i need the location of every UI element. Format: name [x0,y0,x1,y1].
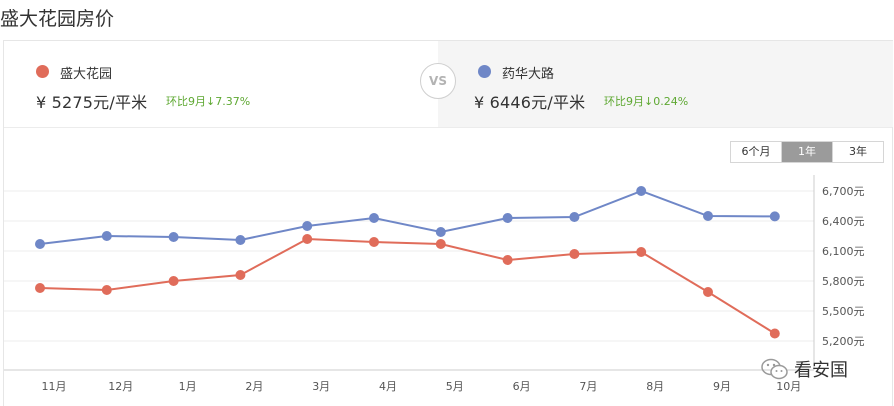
x-tick-label: 12月 [108,380,133,393]
series-point-2 [35,239,45,249]
range-tab-3y[interactable]: 3年 [832,142,883,162]
page-title: 盛大花园房价 [0,8,115,30]
watermark-text: 看安国 [794,360,848,381]
series-line-1 [39,237,776,335]
series-point-1 [769,328,780,339]
series-point-1 [435,239,446,249]
y-tick-label: 6,100元 [822,245,865,258]
divider [4,127,892,128]
left-estate-change: 环比9月↓7.37% [166,95,251,108]
y-tick-label: 5,500元 [822,305,865,318]
series-point-1 [101,285,112,295]
series-point-2 [302,221,313,231]
range-tabs: 6个月 1年 3年 [730,141,884,163]
series-point-1 [168,276,179,286]
left-series-dot [36,65,49,78]
series-point-1 [35,283,45,293]
right-estate-price: ¥ 6446元/平米 [474,93,586,112]
series-line-2 [39,189,775,245]
x-tick-label: 9月 [713,380,731,393]
series-point-2 [636,186,647,196]
series-point-1 [636,247,647,257]
right-estate-change: 环比9月↓0.24% [604,95,689,108]
x-tick-label: 8月 [646,380,664,393]
series-point-1 [502,255,513,265]
series-point-2 [101,231,112,241]
series-point-1 [569,249,580,259]
wechat-icon [761,358,788,380]
series-point-1 [703,287,713,297]
series-point-2 [703,211,713,221]
left-estate-price: ¥ 5275元/平米 [36,93,148,112]
y-tick-label: 5,800元 [822,275,865,288]
right-estate-name: 药华大路 [502,67,555,82]
y-tick-label: 5,200元 [822,335,865,348]
series-point-1 [302,234,313,244]
series-point-2 [369,213,379,223]
price-compare-card: 盛大花园 ¥ 5275元/平米 环比9月↓7.37% 药华大路 ¥ 6446元/… [3,40,893,406]
vs-badge: VS [420,63,456,99]
watermark: 看安国 [760,356,848,382]
x-tick-label: 2月 [245,380,263,393]
series-point-2 [235,235,246,245]
range-tab-6m[interactable]: 6个月 [741,145,771,158]
series-point-1 [369,237,379,247]
x-tick-label: 11月 [42,380,67,393]
x-tick-label: 10月 [776,380,801,393]
y-tick-label: 6,400元 [822,215,865,228]
series-point-2 [502,213,513,223]
series-point-2 [769,211,780,222]
x-tick-label: 1月 [179,380,197,393]
compare-left-panel: 盛大花园 ¥ 5275元/平米 环比9月↓7.37% [4,41,438,127]
x-tick-label: 4月 [379,380,397,393]
series-point-2 [569,212,580,222]
x-tick-label: 6月 [513,380,531,393]
x-tick-label: 7月 [579,380,597,393]
x-tick-label: 5月 [446,380,464,393]
compare-right-panel: 药华大路 ¥ 6446元/平米 环比9月↓0.24% [438,41,893,127]
range-tab-1y[interactable]: 1年 [781,142,832,162]
series-point-2 [435,227,446,237]
series-point-1 [235,270,246,280]
series-point-2 [168,232,179,242]
left-estate-name: 盛大花园 [60,67,113,82]
x-tick-label: 3月 [312,380,330,393]
right-series-dot [478,65,491,78]
y-tick-label: 6,700元 [822,185,865,198]
